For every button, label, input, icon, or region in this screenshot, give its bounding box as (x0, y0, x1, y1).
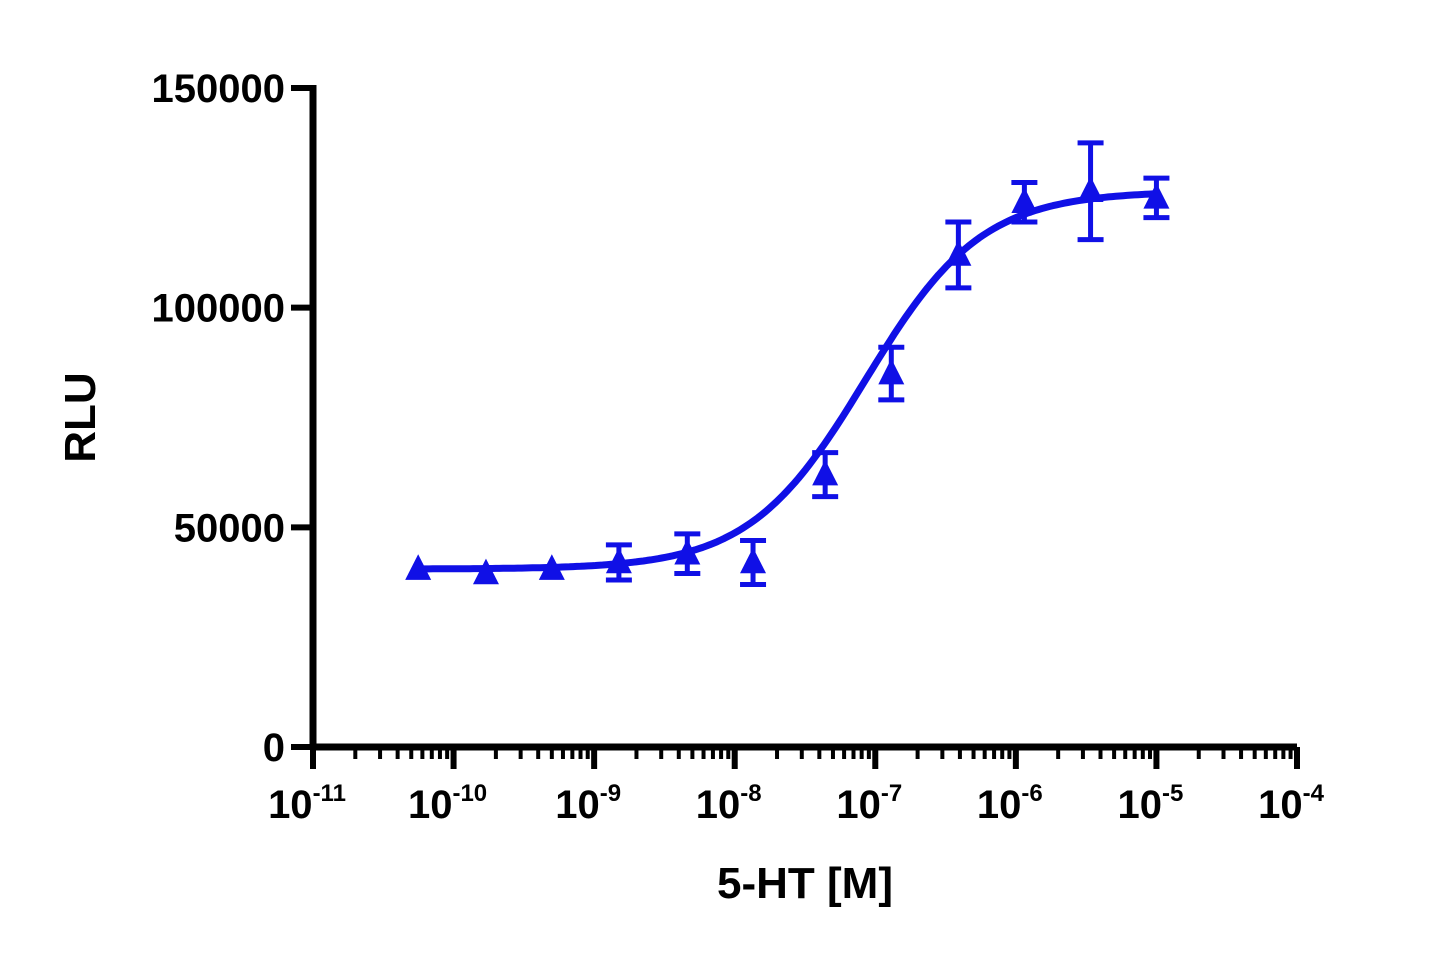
data-point-triangle (472, 558, 499, 585)
data-point-triangle (945, 240, 972, 266)
data-point-triangle (674, 538, 701, 565)
x-tick-label: 10-4 (1258, 780, 1324, 827)
data-point-triangle (812, 459, 839, 486)
y-tick-label: 0 (263, 726, 285, 770)
data-point-triangle (740, 547, 767, 574)
x-ticks: 10-11 10-10 10-9 10-8 10-7 10-6 10-5 10-4 (268, 747, 1325, 827)
data-point-triangle (1077, 176, 1104, 203)
x-tick-label: 10-6 (977, 780, 1043, 827)
x-tick-label: 10-11 (268, 780, 346, 827)
y-tick-label: 100000 (152, 287, 285, 331)
data-point-triangle (605, 547, 632, 574)
data-point-triangle (1143, 182, 1170, 209)
x-tick-label: 10-7 (836, 780, 902, 827)
x-tick-label: 10-5 (1118, 780, 1184, 827)
y-ticks: 0 50000 100000 150000 (152, 67, 313, 770)
y-axis-title: RLU (56, 372, 105, 462)
x-tick-label: 10-9 (555, 780, 621, 827)
x-tick-label: 10-10 (408, 780, 487, 827)
data-point-triangle (538, 554, 565, 580)
data-point-triangle (1011, 187, 1038, 214)
x-tick-label: 10-8 (696, 780, 762, 827)
axes-layer (309, 85, 1297, 751)
y-tick-label: 50000 (174, 506, 285, 550)
x-axis-title: 5-HT [M] (717, 859, 893, 908)
data-point-triangle (878, 358, 905, 385)
fit-curve (418, 190, 1157, 573)
data-point-triangle (405, 554, 432, 580)
fit-curve-layer (418, 190, 1157, 573)
data-points-layer (405, 140, 1170, 587)
y-tick-label: 150000 (152, 67, 285, 111)
